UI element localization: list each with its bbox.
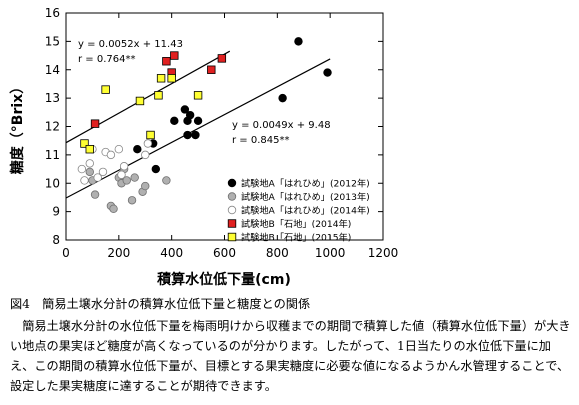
caption-body: 簡易土壌水分計の水位低下量を梅雨明けから収穫までの期間で積算した値（積算水位低下…: [10, 319, 571, 393]
data-point-series-2: [162, 176, 171, 185]
data-point-series-1: [191, 130, 200, 140]
data-point-series-5: [135, 96, 145, 106]
data-point-series-1: [278, 93, 287, 103]
y-tick-label: 9: [52, 205, 60, 219]
data-point-series-3: [114, 144, 124, 154]
x-tick-label: 800: [266, 246, 289, 260]
data-point-series-2: [85, 167, 94, 177]
data-point-series-5: [80, 139, 89, 148]
data-point-series-3: [143, 139, 153, 148]
data-point-series-1: [170, 116, 179, 126]
data-point-series-3: [98, 167, 108, 177]
data-point-series-2: [90, 190, 100, 199]
legend-label: 試験地B「石地」(2014年): [241, 218, 351, 230]
data-point-series-2: [141, 181, 150, 191]
legend-marker: [227, 205, 237, 215]
data-point-series-3: [119, 162, 129, 171]
upper-equation: y = 0.0052x + 11.43: [78, 39, 183, 50]
scatter-chart: 0 200 400 600 800 1000 1200 8 9 10 11 12 13 14 15 16 y …: [9, 6, 399, 288]
legend-marker: [227, 178, 237, 188]
data-point-series-4: [162, 57, 171, 66]
lower-r-value: r = 0.845**: [232, 135, 289, 146]
data-point-series-1: [183, 130, 192, 140]
data-point-series-1: [133, 144, 142, 154]
data-point-series-1: [151, 164, 161, 174]
y-tick-label: 8: [52, 233, 60, 247]
x-tick-label: 600: [213, 246, 236, 260]
plot-axes: 0 200 400 600 800 1000 1200 8 9 10 11 12 13 14 15 16: [45, 6, 399, 260]
x-tick-label: 400: [160, 246, 183, 260]
data-point-series-3: [80, 176, 89, 185]
data-point-series-2: [130, 173, 139, 182]
data-point-series-4: [217, 54, 227, 63]
data-point-series-2: [109, 204, 118, 213]
data-point-series-3: [141, 150, 150, 160]
data-point-series-5: [146, 130, 155, 140]
legend-marker: [227, 219, 237, 228]
upper-r-value: r = 0.764**: [78, 54, 135, 65]
y-tick-label: 13: [45, 91, 60, 105]
legend: 試験地A「はれひめ」(2012年)試験地A「はれひめ」(2013年) 試験地A「は…: [227, 178, 370, 244]
data-point-series-1: [294, 37, 303, 46]
data-point-series-4: [90, 119, 100, 128]
data-point-series-4: [170, 51, 179, 60]
lower-equation: y = 0.0049x + 9.48: [232, 120, 331, 131]
data-point-series-1: [180, 105, 190, 114]
legend-label: 試験地A「はれひめ」(2012年): [241, 178, 370, 190]
data-point-series-5: [156, 74, 166, 83]
figure-caption: 図4 簡易土壌水分計の積算水位低下量と糖度との関係 簡易土壌水分計の水位低下量を…: [10, 294, 572, 396]
legend-marker: [227, 232, 237, 242]
y-tick-label: 16: [45, 6, 60, 20]
legend-label: 試験地A「はれひめ」(2013年): [241, 191, 370, 203]
data-point-series-5: [154, 91, 163, 100]
data-point-series-3: [117, 170, 126, 179]
data-point-series-1: [185, 110, 195, 120]
x-axis-label: 積算水位低下量(cm): [156, 271, 291, 288]
legend-label: 試験地A「はれひめ」(2014年): [241, 205, 370, 217]
data-point-series-1: [323, 68, 332, 77]
y-tick-label: 12: [45, 120, 60, 134]
data-point-series-5: [167, 74, 176, 83]
data-point-series-1: [193, 116, 203, 126]
data-points: [77, 37, 332, 213]
legend-marker: [227, 192, 237, 201]
data-point-series-2: [127, 196, 137, 205]
data-point-series-5: [193, 91, 203, 100]
x-tick-label: 200: [107, 246, 130, 260]
y-tick-label: 11: [45, 148, 60, 162]
y-tick-label: 15: [45, 34, 60, 48]
data-point-series-3: [77, 164, 87, 174]
trendline: [65, 58, 331, 199]
data-point-series-3: [93, 173, 102, 182]
data-point-series-2: [122, 176, 131, 185]
legend-label: 試験地B「石地」(2015年): [241, 232, 351, 244]
x-tick-label: 0: [62, 246, 70, 260]
y-axis-label: 糖度（°Brix）: [9, 80, 26, 174]
data-point-series-5: [101, 85, 110, 94]
data-point-series-5: [85, 144, 94, 154]
data-point-series-4: [207, 65, 216, 74]
y-tick-label: 14: [45, 63, 60, 77]
data-point-series-3: [106, 150, 116, 160]
x-tick-label: 1000: [315, 246, 346, 260]
x-tick-label: 1200: [368, 246, 399, 260]
data-point-series-3: [85, 159, 94, 168]
trendline-upper-label: y = 0.0052x + 11.43 r = 0.764**: [78, 39, 183, 65]
y-tick-label: 10: [45, 176, 60, 190]
trendline-lower-label: y = 0.0049x + 9.48 r = 0.845**: [232, 120, 331, 146]
caption-title: 図4 簡易土壌水分計の積算水位低下量と糖度との関係: [10, 297, 311, 311]
